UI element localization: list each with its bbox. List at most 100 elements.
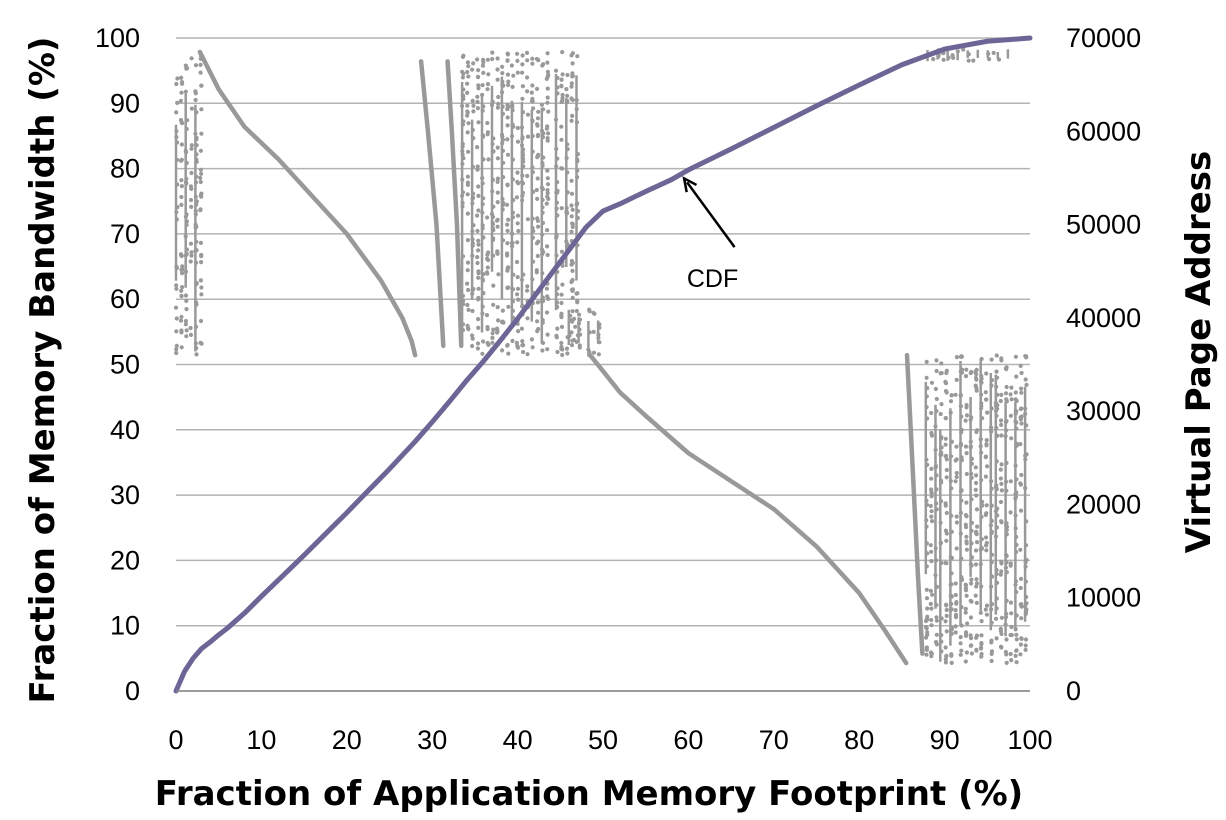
scatter-point (476, 120, 481, 125)
scatter-point (535, 123, 540, 128)
scatter-point (461, 71, 466, 76)
scatter-point (944, 613, 949, 619)
scatter-point (954, 377, 959, 382)
scatter-point (943, 660, 949, 665)
scatter-point (924, 359, 929, 364)
scatter-point (565, 72, 570, 78)
scatter-point (505, 72, 510, 77)
scatter-point (500, 308, 505, 313)
x-tick-label: 100 (1007, 725, 1052, 755)
scatter-point (193, 63, 199, 68)
scatter-point (955, 49, 960, 54)
scatter-point (485, 265, 490, 270)
cdf-annotation-arrow (686, 181, 736, 248)
scatter-point (1009, 624, 1014, 630)
scatter-point (943, 416, 948, 421)
scatter-point (969, 369, 974, 375)
scatter-point (511, 73, 516, 78)
scatter-point (189, 170, 194, 176)
scatter-point (965, 621, 970, 626)
scatter-point (515, 51, 520, 56)
scatter-point (486, 72, 491, 77)
scatter-point (476, 275, 481, 280)
scatter-point (460, 54, 466, 60)
scatter-point (570, 61, 575, 66)
scatter-point (465, 174, 470, 179)
scatter-point (188, 332, 194, 337)
scatter-point (466, 149, 471, 154)
scatter-point (974, 473, 979, 478)
scatter-point (985, 410, 990, 415)
scatter-point (525, 112, 531, 117)
scatter-point (974, 540, 980, 545)
scatter-point (570, 222, 575, 227)
scatter-point (569, 262, 574, 267)
scatter-point (179, 178, 184, 183)
scatter-point (198, 148, 203, 153)
scatter-point (494, 218, 500, 223)
scatter-point (514, 195, 520, 200)
scatter-point (536, 132, 541, 137)
scatter-point (179, 330, 184, 335)
scatter-point (516, 297, 521, 302)
scatter-point (505, 241, 510, 246)
scatter-point (545, 51, 550, 56)
scatter-point (198, 208, 203, 213)
scatter-point (199, 131, 204, 136)
scatter-point (1004, 367, 1009, 372)
scatter-point (476, 193, 481, 198)
x-axis-title: Fraction of Application Memory Footprint… (155, 774, 1023, 814)
scatter-point (516, 228, 521, 234)
scatter-point (941, 57, 946, 62)
scatter-point (536, 310, 541, 315)
scatter-point (954, 520, 960, 525)
scatter-point (495, 105, 500, 110)
scatter-point (545, 188, 550, 193)
scatter-point (564, 87, 569, 92)
scatter-point (1018, 417, 1024, 422)
scatter-point (490, 340, 495, 345)
scatter-point (515, 125, 521, 131)
scatter-point (505, 115, 510, 120)
scatter-point (944, 602, 949, 607)
scatter-point (934, 618, 940, 623)
scatter-point (515, 213, 521, 218)
scatter-point (994, 353, 999, 358)
scatter-point (999, 433, 1004, 438)
scatter-point (481, 60, 486, 65)
scatter-point (525, 58, 530, 63)
y-tick-label: 30 (110, 480, 140, 510)
scatter-point (189, 56, 194, 61)
scatter-point (545, 228, 550, 233)
scatter-point (569, 229, 574, 234)
scatter-point (485, 252, 490, 257)
scatter-point (520, 339, 525, 344)
scatter-point (973, 370, 978, 375)
scatter-point (964, 451, 969, 456)
scatter-point (1008, 510, 1013, 515)
scatter-point (485, 325, 490, 330)
scatter-point (963, 374, 969, 379)
scatter-series (173, 47, 1029, 666)
scatter-point (974, 493, 979, 498)
scatter-point (999, 462, 1004, 467)
scatter-point (465, 81, 470, 86)
scatter-point (554, 335, 559, 340)
scatter-point (596, 352, 602, 357)
scatter-point (476, 242, 481, 247)
scatter-point (475, 260, 480, 266)
scatter-point (928, 588, 934, 594)
scatter-point (505, 182, 510, 187)
scatter-point (943, 442, 948, 447)
scatter-point (954, 444, 959, 449)
scatter-point (929, 606, 934, 611)
scatter-point (485, 82, 491, 87)
x-tick-label: 30 (417, 725, 447, 755)
y2-tick-label: 50000 (1066, 210, 1141, 240)
scatter-point (505, 222, 510, 227)
scatter-point (174, 316, 179, 321)
scatter-point (968, 598, 973, 604)
scatter-point (974, 531, 979, 536)
scatter-point (1013, 390, 1018, 395)
scatter-point (471, 109, 476, 114)
